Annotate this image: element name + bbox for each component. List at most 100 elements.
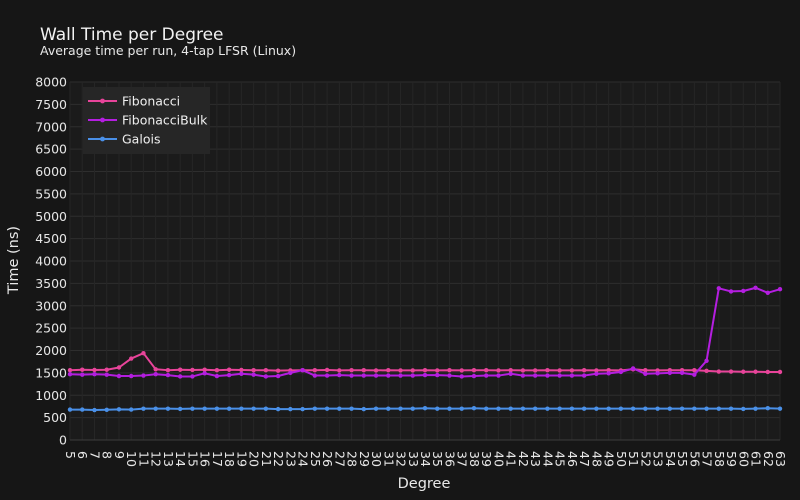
y-tick-label: 8000 [35, 75, 67, 90]
data-point [386, 367, 391, 373]
data-point [532, 406, 538, 411]
data-point [386, 373, 391, 378]
data-point [226, 367, 232, 372]
data-point [508, 406, 513, 411]
data-point [545, 406, 550, 411]
data-point [67, 367, 73, 373]
data-point [410, 368, 415, 373]
data-point [190, 367, 195, 373]
legend-label: FibonacciBulk [122, 113, 208, 128]
data-point [704, 358, 709, 363]
data-point [263, 406, 269, 411]
x-tick-label: 60 [736, 451, 751, 467]
data-point [422, 372, 428, 378]
data-point [520, 373, 526, 378]
data-point [484, 406, 489, 411]
data-point [177, 367, 183, 372]
data-point [728, 406, 734, 411]
data-point [630, 406, 636, 411]
series-layer [67, 285, 783, 413]
data-point [618, 369, 624, 375]
x-tick-label: 11 [136, 451, 151, 467]
data-point [239, 371, 244, 376]
data-point [655, 371, 660, 376]
data-point [349, 367, 354, 373]
x-tick-label: 46 [565, 451, 580, 467]
y-tick-label: 7500 [35, 97, 67, 112]
x-tick-label: 30 [369, 451, 384, 467]
data-point [728, 369, 734, 374]
x-tick-label: 39 [479, 451, 494, 467]
data-point [741, 406, 746, 412]
data-point [520, 406, 526, 411]
data-point [569, 406, 575, 411]
data-point [741, 369, 746, 374]
x-tick-label: 12 [149, 451, 164, 467]
data-point [459, 374, 464, 379]
x-tick-label: 6 [75, 451, 90, 459]
data-point [398, 373, 403, 378]
data-point [337, 406, 342, 411]
x-tick-label: 16 [198, 451, 213, 467]
x-axis-label: Degree [398, 476, 451, 492]
x-tick-label: 51 [626, 451, 641, 467]
x-tick-label: 36 [442, 451, 457, 467]
y-tick-label: 6500 [35, 142, 67, 157]
data-point [202, 371, 207, 376]
x-tick-label: 31 [381, 451, 396, 467]
data-point [459, 406, 464, 411]
chart-title: Wall Time per Degree [40, 25, 224, 45]
data-point [165, 406, 171, 411]
x-tick-label: 8 [100, 451, 115, 459]
data-point [606, 367, 611, 373]
x-tick-label: 35 [430, 451, 445, 467]
data-point [80, 367, 85, 372]
data-point [398, 368, 403, 373]
data-point [728, 289, 734, 294]
data-point [92, 367, 97, 373]
data-point [153, 367, 158, 372]
y-axis-ticks: 0 500 1000 1500 2000 2500 3000 3500 4000 4500 5000… [35, 75, 67, 448]
data-point [153, 406, 158, 411]
data-point [386, 406, 391, 411]
data-point [251, 406, 256, 411]
y-tick-label: 500 [43, 410, 67, 425]
data-point [594, 371, 599, 376]
data-point [141, 350, 146, 356]
data-point [275, 406, 281, 412]
data-point [765, 290, 770, 295]
data-point [398, 406, 403, 411]
x-tick-label: 18 [222, 451, 237, 467]
data-point [300, 406, 305, 412]
data-point [263, 374, 269, 379]
series-fibonaccibulk [67, 285, 783, 379]
data-point [214, 373, 220, 379]
data-point [104, 372, 109, 377]
data-point [312, 406, 318, 411]
x-tick-label: 49 [602, 451, 617, 467]
data-point [753, 285, 758, 291]
data-point [275, 373, 281, 379]
x-tick-label: 54 [663, 451, 678, 467]
x-tick-label: 41 [504, 451, 519, 467]
data-point [557, 373, 562, 378]
data-point [239, 406, 244, 411]
y-tick-label: 3500 [35, 276, 67, 291]
y-tick-label: 5000 [35, 209, 67, 224]
data-point [704, 368, 709, 374]
data-point [496, 406, 501, 411]
data-point [214, 406, 220, 411]
data-point [581, 406, 587, 411]
x-tick-label: 26 [320, 451, 335, 467]
data-point [741, 288, 746, 294]
data-point [484, 367, 489, 373]
y-tick-label: 6000 [35, 164, 67, 179]
x-tick-label: 40 [491, 451, 506, 467]
x-tick-label: 33 [406, 451, 421, 467]
x-tick-label: 10 [124, 451, 139, 467]
data-point [716, 286, 721, 291]
data-point [337, 368, 342, 373]
data-point [447, 367, 452, 373]
x-tick-label: 14 [173, 451, 188, 467]
